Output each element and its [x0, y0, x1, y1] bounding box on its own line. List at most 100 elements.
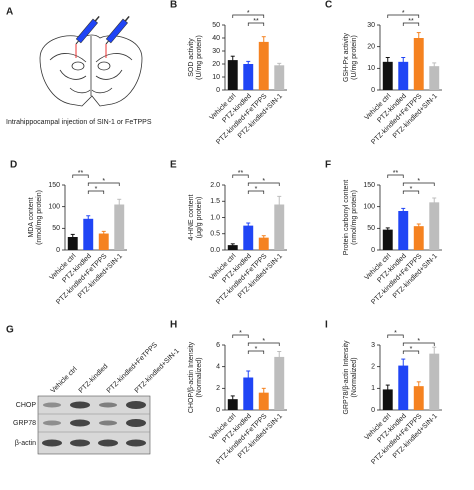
y-axis-label: 4-HNE content — [188, 194, 195, 240]
y-tick-label: 6 — [216, 342, 220, 349]
bar — [227, 245, 238, 250]
significance-label: * — [394, 330, 397, 337]
y-tick-label: 1.0 — [210, 214, 220, 221]
significance-label: * — [102, 178, 105, 185]
significance-label: ** — [238, 170, 244, 177]
significance-label: ** — [408, 18, 414, 25]
y-tick-label: 0 — [216, 407, 220, 414]
y-tick-label: 2.0 — [210, 182, 220, 189]
bar — [429, 353, 440, 410]
y-tick-label: 1 — [371, 385, 375, 392]
significance-label: * — [417, 338, 420, 345]
y-axis-label: (nmol/mg protein) — [36, 190, 43, 245]
bar — [382, 229, 393, 250]
significance-label: * — [239, 330, 242, 337]
y-tick-label: 0.0 — [210, 247, 220, 254]
y-tick-label: 10 — [212, 74, 220, 81]
row-label: β-actin — [15, 440, 36, 447]
y-axis-label: GRP78/β-actin Intensity — [343, 340, 350, 415]
bar — [398, 61, 409, 90]
significance-bracket — [247, 22, 265, 26]
bar — [413, 38, 424, 90]
y-tick-label: 30 — [367, 22, 375, 29]
significance-bracket — [247, 342, 280, 346]
significance-bracket — [402, 342, 435, 346]
y-axis-label: SOD activity — [188, 38, 195, 77]
significance-label: * — [95, 186, 98, 193]
y-tick-label: 1.5 — [210, 198, 220, 205]
bar — [274, 65, 285, 90]
y-tick-label: 30 — [212, 48, 220, 55]
significance-label: * — [402, 10, 405, 17]
bar — [274, 204, 285, 250]
bar — [83, 218, 94, 250]
bar — [398, 211, 409, 250]
bar — [243, 64, 254, 90]
y-axis-label: (μg/g protein) — [196, 197, 203, 239]
significance-bracket — [402, 22, 420, 26]
y-tick-label: 100 — [363, 204, 375, 211]
y-tick-label: 0 — [56, 247, 60, 254]
y-tick-label: 4 — [216, 364, 220, 371]
significance-label: * — [410, 186, 413, 193]
y-tick-label: 20 — [367, 44, 375, 51]
panel-letter: A — [6, 7, 13, 18]
y-tick-label: 0 — [371, 87, 375, 94]
panel-letter: E — [170, 160, 177, 171]
y-tick-label: 3 — [371, 342, 375, 349]
significance-label: * — [247, 10, 250, 17]
significance-bracket — [232, 174, 249, 178]
bar — [382, 389, 393, 410]
bar — [67, 237, 78, 250]
panel-letter: I — [325, 320, 328, 331]
row-label: CHOP — [16, 402, 37, 409]
significance-bracket — [387, 14, 420, 18]
significance-label: ** — [253, 18, 259, 25]
bar — [413, 386, 424, 410]
significance-bracket — [402, 182, 435, 186]
syringes — [75, 15, 130, 58]
y-tick-label: 0 — [371, 247, 375, 254]
significance-bracket — [387, 174, 404, 178]
bar — [413, 226, 424, 250]
bar — [98, 233, 109, 250]
bar — [227, 399, 238, 410]
y-tick-label: 150 — [363, 182, 375, 189]
panel-caption: Intrahippocampal injection of SIN-1 or F… — [6, 119, 152, 126]
y-tick-label: 2 — [371, 364, 375, 371]
significance-label: ** — [78, 170, 84, 177]
y-tick-label: 150 — [48, 182, 60, 189]
bar — [382, 61, 393, 90]
y-axis-label: GSH-Px activity — [343, 33, 350, 83]
bar — [398, 365, 409, 410]
y-tick-label: 50 — [367, 225, 375, 232]
bar — [429, 66, 440, 90]
panel-letter: B — [170, 0, 177, 11]
y-tick-label: 40 — [212, 35, 220, 42]
row-label: GRP78 — [13, 420, 36, 427]
significance-bracket — [402, 350, 420, 354]
significance-label: * — [417, 178, 420, 185]
y-axis-label: (U/mg protein) — [196, 35, 203, 80]
panel-letter: C — [325, 0, 332, 11]
bar — [429, 202, 440, 250]
significance-label: * — [255, 186, 258, 193]
bar — [227, 60, 238, 90]
significance-bracket — [247, 182, 280, 186]
y-tick-label: 0 — [216, 87, 220, 94]
bar — [274, 356, 285, 410]
y-tick-label: 50 — [52, 225, 60, 232]
significance-bracket — [87, 190, 105, 194]
bar — [243, 225, 254, 250]
y-axis-label: CHOP/β-actin Intensity — [188, 341, 195, 413]
significance-bracket — [87, 182, 120, 186]
y-axis-label: Protein carbonyl content — [343, 180, 350, 256]
bar — [258, 392, 269, 410]
bar — [258, 41, 269, 90]
significance-bracket — [387, 334, 404, 338]
y-tick-label: 20 — [212, 61, 220, 68]
significance-bracket — [402, 190, 420, 194]
y-axis-label: (Normalized) — [196, 357, 203, 397]
y-tick-label: 2 — [216, 385, 220, 392]
